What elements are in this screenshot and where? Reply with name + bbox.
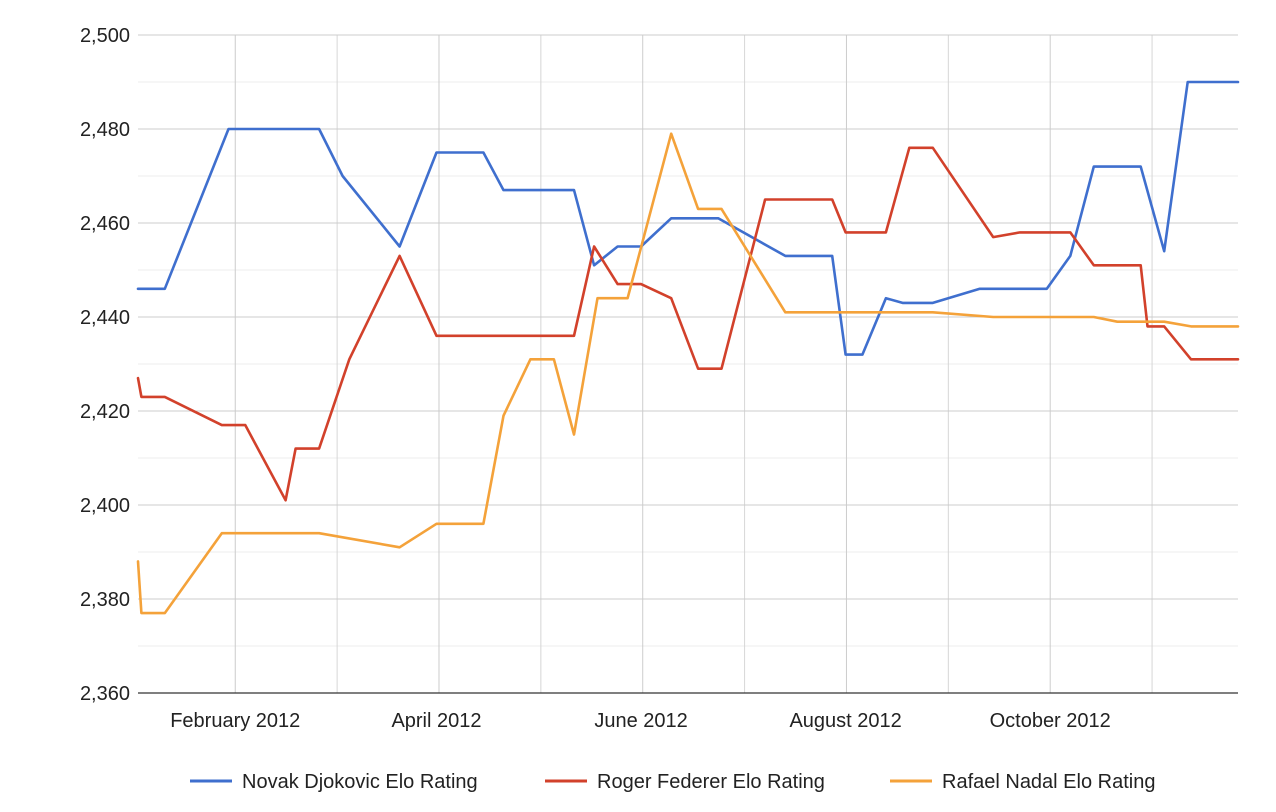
y-tick-label: 2,360 [80, 683, 130, 705]
novak-djokovic-elo-rating-legend-label: Novak Djokovic Elo Rating [242, 771, 478, 793]
novak-djokovic-elo-rating-line [136, 80, 1240, 356]
x-tick-label: June 2012 [594, 710, 687, 732]
y-tick-label: 2,440 [80, 307, 130, 329]
series-lines [136, 80, 1240, 615]
rafael-nadal-elo-rating-line [136, 132, 1240, 615]
y-tick-label: 2,380 [80, 589, 130, 611]
x-tick-label: February 2012 [170, 710, 300, 732]
x-tick-label: October 2012 [990, 710, 1111, 732]
y-tick-label: 2,400 [80, 495, 130, 517]
rafael-nadal-elo-rating-legend-label: Rafael Nadal Elo Rating [942, 771, 1155, 793]
legend: Novak Djokovic Elo Rating Roger Federer E… [190, 771, 1155, 793]
y-tick-label: 2,460 [80, 213, 130, 235]
roger-federer-elo-rating-legend-label: Roger Federer Elo Rating [597, 771, 825, 793]
x-tick-label: August 2012 [789, 710, 901, 732]
y-tick-label: 2,500 [80, 25, 130, 47]
y-axis: 2,360 2,380 2,400 2,420 2,440 2,460 2,480 2,500 [80, 25, 130, 705]
x-tick-label: April 2012 [391, 710, 481, 732]
y-tick-label: 2,420 [80, 401, 130, 423]
minor-gridlines [138, 35, 1238, 693]
roger-federer-elo-rating-line [136, 146, 1240, 502]
y-tick-label: 2,480 [80, 119, 130, 141]
x-axis: February 2012 April 2012 June 2012 August 2… [138, 692, 1238, 732]
